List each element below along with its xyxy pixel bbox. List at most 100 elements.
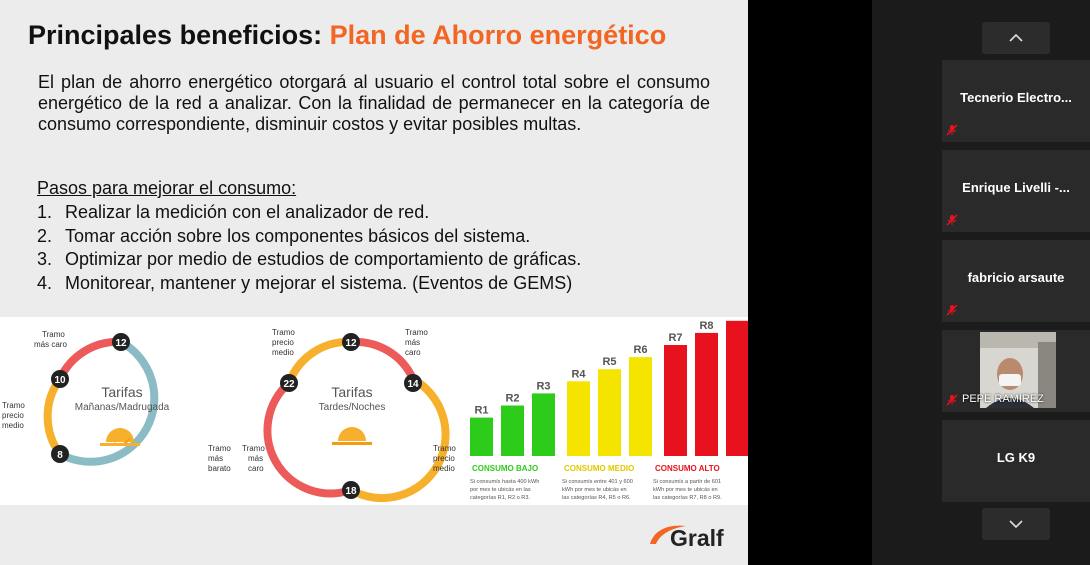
consumption-bar-chart: R1 R2 R3 R4 R5 R6 R7 R8 R9 CONSUMO BAJO Si consumí… <box>470 308 748 501</box>
mic-muted-icon <box>946 394 958 406</box>
group-label: CONSUMO BAJO <box>472 464 538 473</box>
clock-left-badge <box>51 445 69 463</box>
gralf-logo: Gralf <box>650 525 724 551</box>
sunrise-icon <box>100 428 140 446</box>
group-note: categorías R1, R2 o R3. <box>470 495 530 501</box>
infographic-svg: 12 10 8 Tarifas Mañanas/Madrugada Tramo m… <box>2 308 748 503</box>
participant-video <box>980 332 1056 408</box>
bar-r1 <box>470 417 493 456</box>
participant-tile-video[interactable]: PEPE RAMIREZ <box>942 330 1090 412</box>
bar-r5 <box>598 369 621 456</box>
bar-label: R2 <box>505 393 519 405</box>
mic-muted-icon <box>946 214 958 226</box>
clock-right-badge <box>342 481 360 499</box>
participant-name: PEPE RAMIREZ <box>962 393 1044 405</box>
bar-r6 <box>629 357 652 456</box>
bar-label: R7 <box>668 332 682 344</box>
logo-text: Gralf <box>670 525 724 551</box>
clock-left: 12 10 8 Tarifas Mañanas/Madrugada Tramo m… <box>2 330 231 473</box>
clock-left-hour: 12 <box>115 338 127 349</box>
clock-left-arc-expensive <box>56 337 122 381</box>
step-item: 1. Realizar la medición con el analizador… <box>37 202 430 222</box>
clock-right-arc-expensive <box>350 337 417 381</box>
group-note: las categorías R7, R8 o R9. <box>653 495 722 501</box>
clock-right-badge <box>404 374 422 392</box>
clock-left-hour: 8 <box>57 450 63 461</box>
step-item: 4. Monitorear, mantener y mejorar el sist… <box>37 272 573 293</box>
bar-r8 <box>695 332 718 456</box>
participant-tile[interactable]: Tecnerio Electro... <box>942 60 1090 142</box>
mic-muted-icon <box>946 304 958 316</box>
presentation-slide: Principales beneficios: Plan de Ahorro e… <box>0 0 748 565</box>
participant-name: LG K9 <box>996 450 1036 465</box>
mic-muted-icon <box>946 124 958 136</box>
steps-heading: Pasos para mejorar el consumo: <box>37 178 297 198</box>
logo-swoosh <box>650 525 686 544</box>
clock-right-label-top-left: Tramo precio medio <box>272 328 295 357</box>
clock-right-arc-mid <box>349 375 450 503</box>
participant-tile[interactable]: Enrique Livelli -... <box>942 150 1090 232</box>
chevron-up-icon <box>1009 34 1023 42</box>
bar-label: R8 <box>699 320 713 332</box>
participant-tile[interactable]: LG K9 <box>942 420 1090 502</box>
step-item: 2. Tomar acción sobre los componentes bás… <box>37 225 531 246</box>
clock-right-hour: 18 <box>345 486 357 497</box>
clock-left-badge <box>51 370 69 388</box>
bar-r2 <box>501 405 524 456</box>
clock-right: 12 22 14 18 Tarifas Tardes/Noches Tramo p… <box>242 328 456 503</box>
bar-label: R5 <box>602 356 616 368</box>
group-note: las categorías R4, R5 o R6. <box>562 495 631 501</box>
clock-right-title: Tarifas <box>331 384 372 400</box>
steps-list: 1. Realizar la medición con el analizador… <box>37 201 581 295</box>
clock-right-hour: 22 <box>283 379 295 390</box>
clock-right-badge <box>280 374 298 392</box>
bar-r9 <box>726 320 748 456</box>
clock-right-badge <box>342 333 360 351</box>
clock-right-subtitle: Tardes/Noches <box>319 402 386 413</box>
screen-share-margin <box>748 0 872 565</box>
group-note: Si consumís a partir de 601 <box>653 479 721 485</box>
clock-right-hour: 14 <box>407 379 419 390</box>
group-label: CONSUMO ALTO <box>655 464 720 473</box>
clock-right-arc-mid <box>285 337 352 385</box>
clock-left-hour: 10 <box>54 375 66 386</box>
step-item: 3. Optimizar por medio de estudios de com… <box>37 249 582 269</box>
slide-paragraph: El plan de ahorro energético otorgará al… <box>38 72 710 134</box>
slide-title-main: Principales beneficios: <box>28 20 323 50</box>
participant-name: Enrique Livelli -... <box>962 180 1070 195</box>
participant-name: Tecnerio Electro... <box>960 90 1072 105</box>
bar-r4 <box>567 381 590 456</box>
slide-title-accent: Plan de Ahorro energético <box>329 20 667 50</box>
clock-left-title: Tarifas <box>101 384 142 400</box>
bar-r3 <box>532 393 555 456</box>
bar-label: R9 <box>730 317 744 320</box>
group-label: CONSUMO MEDIO <box>564 464 634 473</box>
clock-left-arc-mid <box>43 376 64 457</box>
clock-right-label-left: Tramo más caro <box>242 444 265 473</box>
clock-left-label-right: Tramo más barato <box>208 444 231 473</box>
scroll-down-button[interactable] <box>982 508 1050 540</box>
bar-label: R4 <box>571 368 586 380</box>
bar-label: R3 <box>536 380 550 392</box>
participant-video-frame <box>980 332 1056 408</box>
scroll-up-button[interactable] <box>982 22 1050 54</box>
group-note: Si consumís entre 401 y 600 <box>562 479 633 485</box>
slide-title: Principales beneficios: Plan de Ahorro e… <box>28 20 666 51</box>
group-note: por mes te ubicás en las <box>470 487 531 493</box>
clock-right-label-right: Tramo precio medio <box>433 444 456 473</box>
clock-left-subtitle: Mañanas/Madrugada <box>75 402 170 413</box>
clock-right-arc-expensive <box>263 379 353 498</box>
participant-tile[interactable]: fabricio arsaute <box>942 240 1090 322</box>
clock-right-label-top-right: Tramo más caro <box>405 328 428 357</box>
bar-r7 <box>664 345 687 456</box>
group-note: Si consumís hasta 400 kWh <box>470 479 539 485</box>
clock-right-hour: 12 <box>345 338 357 349</box>
sunset-icon <box>332 427 372 445</box>
clock-left-badge <box>112 333 130 351</box>
participant-name: fabricio arsaute <box>967 270 1065 285</box>
clock-left-label-left: Tramo precio medio <box>2 401 25 430</box>
bar-label: R6 <box>633 344 647 356</box>
clock-left-arc-cheap <box>58 338 159 466</box>
group-note: kWh por mes te ubicás en <box>562 487 627 493</box>
tariff-infographic: 12 10 8 Tarifas Mañanas/Madrugada Tramo m… <box>0 308 748 505</box>
